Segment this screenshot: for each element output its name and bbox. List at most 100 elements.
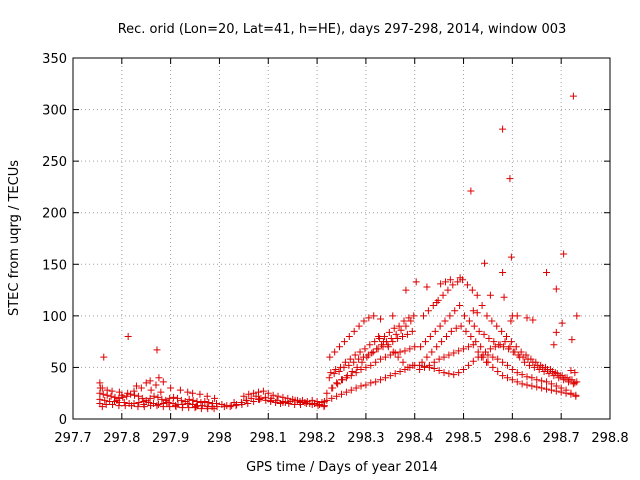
- data-point: [220, 403, 228, 411]
- data-point: [134, 403, 142, 411]
- data-point: [445, 370, 453, 378]
- data-point: [441, 317, 449, 325]
- data-point: [469, 357, 477, 365]
- data-point: [173, 394, 181, 402]
- data-point: [178, 404, 186, 412]
- data-point: [355, 355, 363, 363]
- data-point: [455, 347, 463, 355]
- data-point: [375, 332, 383, 340]
- data-point: [367, 361, 375, 369]
- data-point: [523, 314, 531, 322]
- data-point: [489, 363, 497, 371]
- data-point: [480, 330, 488, 338]
- data-point: [430, 358, 438, 366]
- data-point: [355, 322, 363, 330]
- data-point: [367, 379, 375, 387]
- data-point: [452, 324, 460, 332]
- data-point: [109, 401, 117, 409]
- data-point: [552, 328, 560, 336]
- data-point: [103, 386, 111, 394]
- data-point: [402, 286, 410, 294]
- data-point: [353, 363, 361, 371]
- data-point: [177, 396, 185, 404]
- data-point: [500, 343, 508, 351]
- data-point: [357, 365, 365, 373]
- data-point: [191, 404, 199, 412]
- data-point: [368, 349, 376, 357]
- data-point: [285, 400, 293, 408]
- data-point: [499, 269, 507, 277]
- data-point: [517, 348, 525, 356]
- data-point: [528, 382, 536, 390]
- data-point: [357, 382, 365, 390]
- x-tick-label: 298.2: [298, 431, 335, 446]
- data-point: [537, 361, 545, 369]
- data-point: [433, 343, 441, 351]
- data-point: [499, 372, 507, 380]
- data-point: [255, 388, 263, 396]
- data-point: [449, 281, 457, 289]
- data-point: [362, 381, 370, 389]
- data-point: [147, 386, 155, 394]
- data-point: [518, 371, 526, 379]
- data-point: [146, 377, 154, 385]
- x-tick-label: 297.8: [103, 431, 140, 446]
- data-point: [296, 398, 304, 406]
- data-point: [509, 348, 517, 356]
- data-point: [426, 332, 434, 340]
- data-point: [230, 398, 238, 406]
- data-point: [328, 394, 336, 402]
- data-point: [377, 355, 385, 363]
- data-point: [538, 377, 546, 385]
- data-point: [397, 326, 405, 334]
- data-point: [532, 358, 540, 366]
- data-point: [470, 322, 478, 330]
- data-point: [137, 384, 145, 392]
- data-point: [513, 378, 521, 386]
- data-point: [176, 386, 184, 394]
- data-point: [150, 392, 158, 400]
- data-point: [438, 338, 446, 346]
- data-point: [568, 336, 576, 344]
- data-point: [468, 286, 476, 294]
- data-point: [334, 380, 342, 388]
- data-point: [347, 386, 355, 394]
- data-point: [377, 376, 385, 384]
- data-point: [518, 380, 526, 388]
- data-point: [197, 405, 205, 413]
- data-point: [338, 376, 346, 384]
- data-point: [154, 393, 162, 401]
- data-point: [184, 388, 192, 396]
- data-point: [170, 393, 178, 401]
- data-point: [326, 353, 334, 361]
- data-point: [159, 403, 167, 411]
- data-point: [523, 373, 531, 381]
- data-point: [155, 374, 163, 382]
- data-point: [121, 402, 129, 410]
- data-point: [435, 367, 443, 375]
- data-point: [389, 312, 397, 320]
- y-tick-label: 200: [42, 207, 67, 222]
- data-point: [446, 312, 454, 320]
- data-point: [418, 358, 426, 366]
- data-point: [381, 374, 389, 382]
- data-point: [488, 317, 496, 325]
- data-point: [442, 332, 450, 340]
- x-tick-label: 298.1: [250, 431, 287, 446]
- data-point: [485, 335, 493, 343]
- data-point: [386, 351, 394, 359]
- data-point: [467, 187, 475, 195]
- data-point: [242, 396, 250, 404]
- y-tick-label: 250: [42, 155, 67, 170]
- data-point: [261, 393, 269, 401]
- data-point: [343, 372, 351, 380]
- data-point: [205, 398, 213, 406]
- data-point: [498, 327, 506, 335]
- data-point: [366, 341, 374, 349]
- y-tick-label: 150: [42, 258, 67, 273]
- x-tick-label: 297.9: [152, 431, 189, 446]
- data-point: [358, 358, 366, 366]
- data-point: [244, 400, 252, 408]
- data-point: [360, 317, 368, 325]
- data-point: [473, 309, 481, 317]
